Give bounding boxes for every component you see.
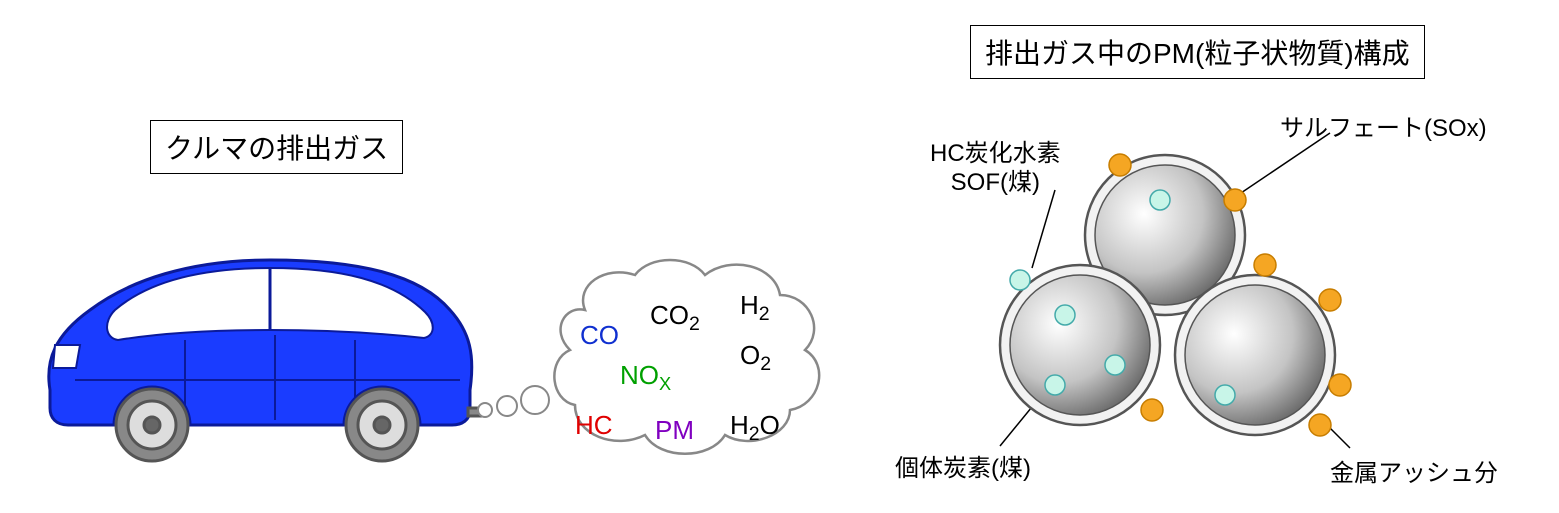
sox-dot-6 xyxy=(1141,399,1163,421)
annot-carbon: 個体炭素(煤) xyxy=(895,455,1031,484)
gas-noX: NOX xyxy=(620,360,671,395)
left-title: クルマの排出ガス xyxy=(165,133,388,164)
car-headlight xyxy=(53,345,80,368)
puff-1 xyxy=(478,403,492,417)
wheel-rear xyxy=(346,389,418,461)
hc-dot-5 xyxy=(1010,270,1030,290)
annot-sulfate-text: サルフェート(SOx) xyxy=(1280,115,1487,142)
puff-3 xyxy=(521,386,549,414)
annot-hc-sof: HC炭化水素 SOF(煤) xyxy=(930,140,1061,198)
wheel-front xyxy=(116,389,188,461)
gas-h2O: H2O xyxy=(730,410,780,446)
annot-carbon-text: 個体炭素(煤) xyxy=(895,455,1031,482)
hc-dot-4 xyxy=(1215,385,1235,405)
left-title-box: クルマの排出ガス xyxy=(150,120,403,174)
annot-sulfate: サルフェート(SOx) xyxy=(1280,115,1487,144)
gas-h2: H2 xyxy=(740,290,770,326)
hc-dot-2 xyxy=(1045,375,1065,395)
gas-pm: PM xyxy=(655,415,694,446)
sox-dot-3 xyxy=(1319,289,1341,311)
annot-ash-text: 金属アッシュ分 xyxy=(1330,460,1498,487)
car-svg xyxy=(20,240,500,470)
sox-dot-5 xyxy=(1309,414,1331,436)
pm-inner-2 xyxy=(1185,285,1325,425)
hc-dot-1 xyxy=(1055,305,1075,325)
sox-dot-0 xyxy=(1109,154,1131,176)
gas-co2: CO2 xyxy=(650,300,700,336)
sox-dot-2 xyxy=(1254,254,1276,276)
annot-hc-sof-l2: SOF(煤) xyxy=(951,169,1040,196)
sox-dot-4 xyxy=(1329,374,1351,396)
right-title: 排出ガス中のPM(粒子状物質)構成 xyxy=(985,38,1410,69)
gas-o2: O2 xyxy=(740,340,771,376)
gas-hc: HC xyxy=(575,410,613,441)
car-body xyxy=(49,260,484,425)
leader-0 xyxy=(1032,190,1055,268)
sox-dot-1 xyxy=(1224,189,1246,211)
annot-hc-sof-l1: HC炭化水素 xyxy=(930,140,1061,167)
pm-inner-1 xyxy=(1010,275,1150,415)
hc-dot-3 xyxy=(1105,355,1125,375)
gas-co: CO xyxy=(580,320,619,351)
right-title-box: 排出ガス中のPM(粒子状物質)構成 xyxy=(970,25,1425,79)
hc-dot-0 xyxy=(1150,190,1170,210)
annot-ash: 金属アッシュ分 xyxy=(1330,460,1498,489)
puff-2 xyxy=(497,396,517,416)
